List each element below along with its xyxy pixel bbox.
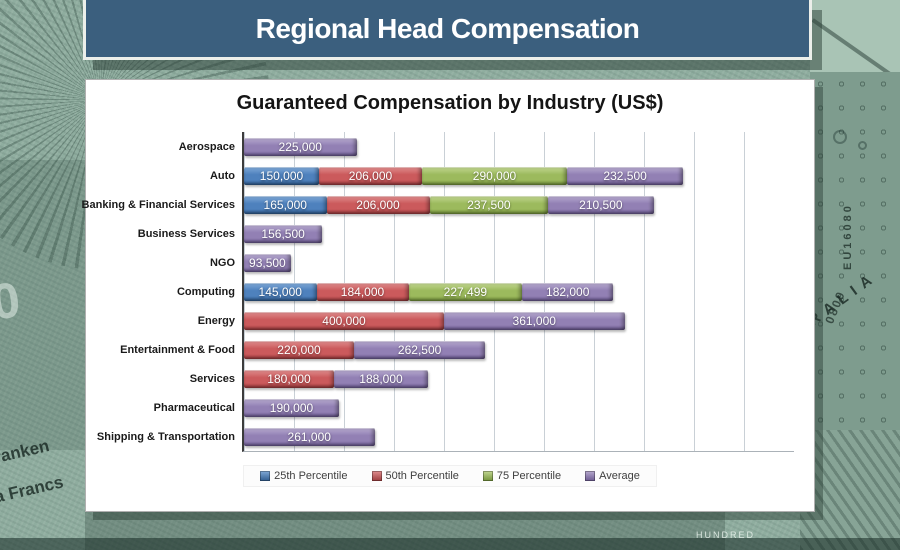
banknote-dot-pattern <box>810 72 900 432</box>
bar-row-entertainment-food: 220,000 262,500 <box>244 335 794 364</box>
plot-area: 225,000 150,000 206,000 290,000 232,500 165,0… <box>242 132 794 452</box>
bar-segment-average: 232,500 <box>567 166 684 185</box>
category-label: NGO <box>209 256 235 269</box>
bar-segment-25th-percentile: 145,000 <box>244 282 317 301</box>
bar-stack: 225,000 <box>244 137 357 156</box>
legend-swatch <box>585 471 596 481</box>
bar-segment-average: 210,500 <box>548 195 654 214</box>
bar-stack: 180,000 188,000 <box>244 369 428 388</box>
legend-swatch <box>371 471 382 481</box>
bar-row-ngo: 93,500 <box>244 248 794 277</box>
category-label: Business Services <box>137 227 235 240</box>
bar-segment-75-percentile: 237,500 <box>429 195 549 214</box>
category-label: Pharmaceutical <box>153 401 235 414</box>
banknote-stripe-pattern <box>800 430 900 550</box>
slide-title: Regional Head Compensation <box>255 12 640 44</box>
bar-row-auto: 150,000 206,000 290,000 232,500 <box>244 161 794 190</box>
bar-row-banking-financial-services: 165,000 206,000 237,500 210,500 <box>244 190 794 219</box>
chart-title: Guaranteed Compensation by Industry (US$… <box>236 92 664 114</box>
banknote-left-patch <box>0 160 86 450</box>
legend-item-50th-percentile: 50th Percentile <box>371 470 459 482</box>
legend-swatch <box>260 471 271 481</box>
category-label: Shipping & Transportation <box>96 430 235 443</box>
legend-label: 50th Percentile <box>385 470 459 482</box>
category-label: Auto <box>209 169 235 182</box>
banknote-ring-mark <box>833 130 847 144</box>
banknote-text-hundred: HUNDRED <box>696 530 755 540</box>
bar-segment-average: 190,000 <box>244 398 339 417</box>
bar-segment-50th-percentile: 180,000 <box>244 369 334 388</box>
bar-stack: 400,000 361,000 <box>244 311 625 330</box>
category-label: Computing <box>176 285 235 298</box>
slide-title-banner: Regional Head Compensation <box>83 0 812 60</box>
bar-segment-50th-percentile: 400,000 <box>244 311 444 330</box>
bar-segment-average: 188,000 <box>334 369 428 388</box>
banknote-bottom-band <box>0 538 900 550</box>
legend-label: Average <box>599 470 640 482</box>
bar-segment-50th-percentile: 184,000 <box>316 282 409 301</box>
category-label: Entertainment & Food <box>120 343 235 356</box>
legend-swatch <box>482 471 493 481</box>
chart-body: Aerospace Auto Banking & Financial Service… <box>81 132 814 452</box>
bar-segment-25th-percentile: 150,000 <box>244 166 319 185</box>
bar-segment-50th-percentile: 220,000 <box>244 340 354 359</box>
bar-row-pharmaceutical: 190,000 <box>244 393 794 422</box>
banknote-ring-mark <box>858 141 867 150</box>
bar-row-computing: 145,000 184,000 227,499 182,000 <box>244 277 794 306</box>
bar-segment-50th-percentile: 206,000 <box>326 195 430 214</box>
legend-item-25th-percentile: 25th Percentile <box>260 470 348 482</box>
banknote-right-light-area <box>810 0 900 72</box>
bar-stack: 220,000 262,500 <box>244 340 486 359</box>
category-label: Banking & Financial Services <box>81 198 235 211</box>
bar-segment-75-percentile: 290,000 <box>422 166 567 185</box>
banknote-serial-number: EU16080 <box>842 203 854 270</box>
legend-label: 25th Percentile <box>274 470 348 482</box>
bar-stack: 145,000 184,000 227,499 182,000 <box>244 282 614 301</box>
bar-segment-average: 93,500 <box>244 253 291 272</box>
bar-row-energy: 400,000 361,000 <box>244 306 794 335</box>
chart-legend: 25th Percentile 50th Percentile 75 Percent… <box>243 465 657 487</box>
legend-item-average: Average <box>585 470 640 482</box>
bar-segment-75-percentile: 227,499 <box>408 282 523 301</box>
bar-row-services: 180,000 188,000 <box>244 364 794 393</box>
bar-segment-50th-percentile: 206,000 <box>319 166 422 185</box>
bar-segment-average: 225,000 <box>244 137 357 156</box>
category-label: Energy <box>197 314 235 327</box>
bar-row-business-services: 156,500 <box>244 219 794 248</box>
bar-stack: 261,000 <box>244 427 375 446</box>
bar-stack: 165,000 206,000 237,500 210,500 <box>244 195 654 214</box>
category-label: Services <box>189 372 235 385</box>
bar-segment-average: 262,500 <box>354 340 486 359</box>
category-label: Aerospace <box>178 140 235 153</box>
bar-stack: 156,500 <box>244 224 323 243</box>
bar-stack: 93,500 <box>244 253 291 272</box>
legend-label: 75 Percentile <box>496 470 562 482</box>
chart-panel: Guaranteed Compensation by Industry (US$… <box>81 79 815 512</box>
bar-segment-average: 156,500 <box>244 224 323 243</box>
bar-stack: 150,000 206,000 290,000 232,500 <box>244 166 684 185</box>
bar-segment-average: 261,000 <box>244 427 375 446</box>
bar-row-shipping-transportation: 261,000 <box>244 422 794 451</box>
category-labels: Aerospace Auto Banking & Financial Service… <box>81 132 242 452</box>
bar-row-aerospace: 225,000 <box>244 132 794 161</box>
legend-item-75-percentile: 75 Percentile <box>482 470 562 482</box>
bar-segment-average: 361,000 <box>444 311 625 330</box>
bar-segment-average: 182,000 <box>522 282 614 301</box>
bar-segment-25th-percentile: 165,000 <box>244 195 327 214</box>
bar-stack: 190,000 <box>244 398 339 417</box>
